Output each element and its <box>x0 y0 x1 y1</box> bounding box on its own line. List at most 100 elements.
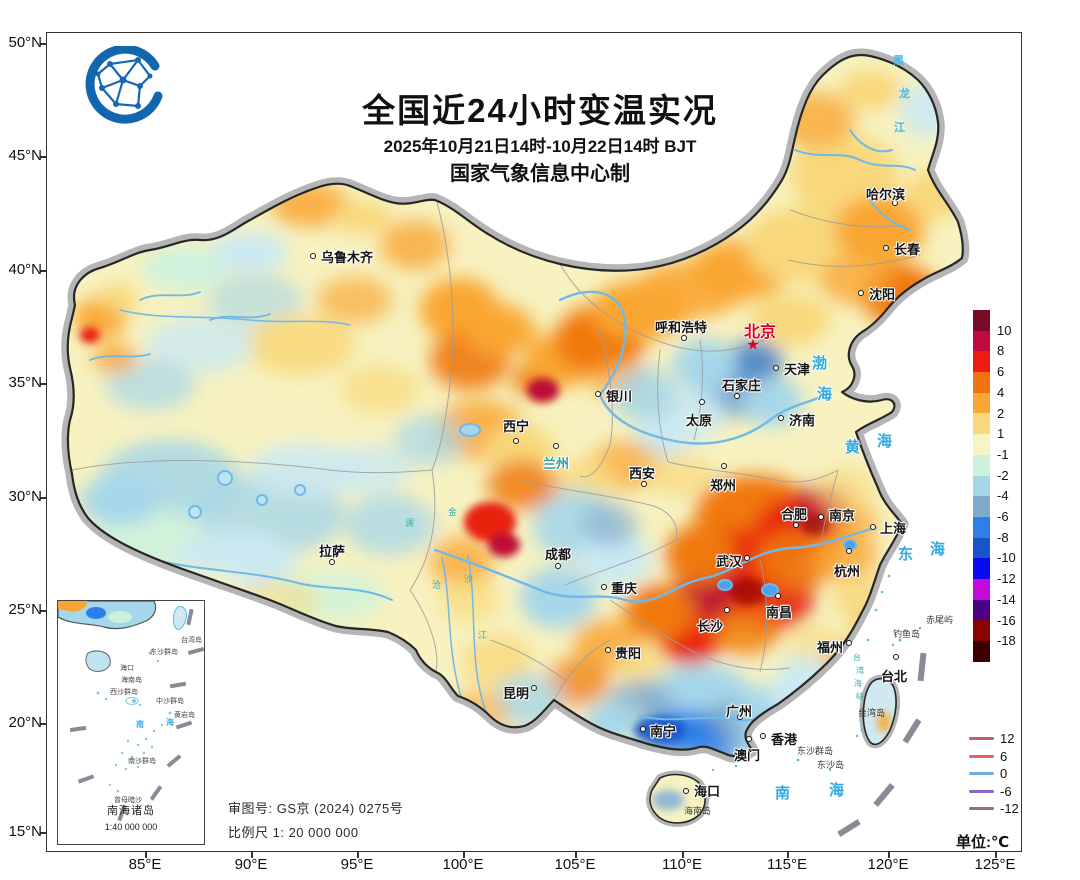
map-text-澜: 澜 <box>405 518 415 528</box>
city-label-石家庄: 石家庄 <box>722 378 762 393</box>
lat-tick <box>40 383 46 385</box>
line-legend-value-6: 6 <box>1000 748 1008 764</box>
inset-art <box>57 600 205 822</box>
legend-color-16 <box>973 641 990 662</box>
city-label-广州: 广州 <box>726 704 753 719</box>
province-borders <box>71 201 921 701</box>
lat-label-40°N: 40°N <box>8 261 42 278</box>
lon-tick <box>787 852 789 858</box>
city-dot-太原 <box>699 399 705 405</box>
legend-color-14 <box>973 599 990 621</box>
rivers <box>89 129 916 725</box>
city-label-台北: 台北 <box>881 669 908 684</box>
city-label-哈尔滨: 哈尔滨 <box>866 187 906 202</box>
inset-label-南沙群岛: 南沙群岛 <box>128 758 156 765</box>
lat-label-45°N: 45°N <box>8 147 42 164</box>
legend-value--2: -2 <box>997 467 1009 483</box>
inset-label-台湾岛: 台湾岛 <box>181 637 202 644</box>
legend-value--6: -6 <box>997 509 1009 524</box>
city-label-香港: 香港 <box>771 732 798 747</box>
map-text-海: 海 <box>817 386 834 403</box>
lat-tick <box>40 43 46 45</box>
unit-label: 单位:℃ <box>956 834 1010 851</box>
city-label-昆明: 昆明 <box>503 686 530 701</box>
map-text-江: 江 <box>478 630 488 640</box>
city-dot-济南 <box>778 415 784 421</box>
lon-tick <box>888 852 890 858</box>
city-label-上海: 上海 <box>880 521 907 536</box>
lat-label-35°N: 35°N <box>8 374 42 391</box>
legend-value--4: -4 <box>997 488 1009 504</box>
map-text-东: 东 <box>898 546 915 563</box>
line-legend-swatch-0 <box>969 772 994 776</box>
city-dot-西安 <box>641 481 647 487</box>
city-dot-台北 <box>893 654 899 660</box>
map-text-钓鱼岛: 钓鱼岛 <box>893 629 921 639</box>
lon-label-85°E: 85°E <box>128 856 162 873</box>
color-scale-legend <box>973 310 990 662</box>
legend-color-5 <box>973 413 990 435</box>
city-dot-南宁 <box>640 726 646 732</box>
city-dot-西宁 <box>513 438 519 444</box>
city-dot-贵阳 <box>605 647 611 653</box>
map-text-海: 海 <box>877 433 894 450</box>
inset-label-东沙群岛: 东沙群岛 <box>150 649 178 656</box>
city-label-呼和浩特: 呼和浩特 <box>655 320 708 335</box>
map-text-湾: 湾 <box>856 666 864 675</box>
city-label-合肥: 合肥 <box>781 507 808 522</box>
map-text-沧: 沧 <box>432 580 442 590</box>
city-dot-香港 <box>760 733 766 739</box>
city-dot-上海 <box>870 524 876 530</box>
legend-color-7 <box>973 454 990 476</box>
lon-tick <box>145 852 147 858</box>
map-text-南: 南 <box>775 785 792 802</box>
city-label-银川: 银川 <box>606 389 633 404</box>
map-text-台: 台 <box>853 653 861 662</box>
city-dot-石家庄 <box>734 393 740 399</box>
line-legend-value--6: -6 <box>1000 783 1012 799</box>
city-label-海口: 海口 <box>694 784 721 799</box>
city-dot-广州 <box>737 714 743 720</box>
lat-label-25°N: 25°N <box>8 601 42 618</box>
inset-label-南: 南 <box>136 720 144 729</box>
map-text-海: 海 <box>829 782 846 799</box>
city-label-南宁: 南宁 <box>650 724 677 739</box>
city-dot-合肥 <box>793 522 799 528</box>
legend-value--12: -12 <box>997 571 1016 587</box>
lon-label-125°E: 125°E <box>974 856 1016 873</box>
map-text-峡: 峡 <box>856 692 864 701</box>
inset-label-中沙群岛: 中沙群岛 <box>156 698 184 705</box>
city-label-贵阳: 贵阳 <box>615 646 642 661</box>
lon-tick <box>251 852 253 858</box>
inset-label-海口: 海口 <box>120 665 134 672</box>
city-label-天津: 天津 <box>784 362 811 377</box>
city-dot-南京 <box>818 514 824 520</box>
city-label-太原: 太原 <box>686 413 713 428</box>
city-label-郑州: 郑州 <box>710 478 737 493</box>
title-producer: 国家气象信息中心制 <box>450 163 630 185</box>
legend-value--14: -14 <box>997 591 1016 607</box>
city-label-拉萨: 拉萨 <box>319 544 346 559</box>
city-dot-福州 <box>846 640 852 646</box>
legend-color-2 <box>973 351 990 373</box>
legend-color-6 <box>973 434 990 455</box>
city-dot-海口 <box>683 788 689 794</box>
legend-color-11 <box>973 537 990 559</box>
lat-label-50°N: 50°N <box>8 34 42 51</box>
lon-tick <box>463 852 465 858</box>
south-china-sea-inset: 台湾岛 东沙群岛 海口 海南岛 西沙群岛 中沙群岛 黄岩岛南 海南沙群岛 曾母暗沙 南海诸岛 1… <box>57 600 205 845</box>
city-label-长春: 长春 <box>894 242 921 257</box>
map-text-东沙岛: 东沙岛 <box>817 760 845 770</box>
legend-color-9 <box>973 496 990 517</box>
line-legend-swatch-12 <box>969 737 994 740</box>
line-legend-swatch-6 <box>969 754 994 758</box>
small-islands <box>711 558 922 772</box>
city-label-南京: 南京 <box>829 508 856 523</box>
city-label-济南: 济南 <box>789 413 816 428</box>
capital-label: 北京 <box>744 324 777 341</box>
city-dot-武汉 <box>744 555 750 561</box>
inset-title: 南海诸岛 <box>107 805 155 817</box>
map-text-海南岛: 海南岛 <box>684 806 712 816</box>
lon-tick <box>995 852 997 858</box>
line-legend-value--12: -12 <box>1000 801 1019 817</box>
